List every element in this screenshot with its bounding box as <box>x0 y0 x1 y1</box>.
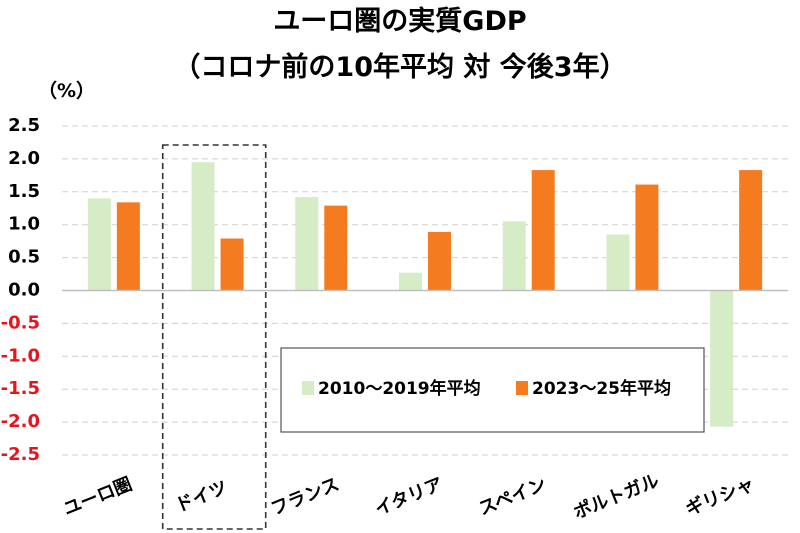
y-tick-label: -1.5 <box>1 378 40 399</box>
bar-pre-covid <box>87 198 111 291</box>
bar-forecast <box>635 184 659 291</box>
bar-forecast <box>220 238 244 291</box>
bar-pre-covid <box>502 221 526 291</box>
y-tick-label: 1.5 <box>8 181 40 202</box>
bar-pre-covid <box>295 197 319 291</box>
highlight-box-germany <box>161 144 267 530</box>
bar-pre-covid <box>399 272 422 291</box>
y-tick-label: -0.5 <box>1 312 40 333</box>
y-axis-unit: （%） <box>38 80 96 102</box>
bar-forecast <box>324 205 348 291</box>
bar-pre-covid <box>191 162 215 291</box>
y-tick-label: 1.0 <box>8 214 40 235</box>
x-tick-label: ポルトガル <box>570 469 662 523</box>
chart-title-line2: （コロナ前の10年平均 対 今後3年） <box>173 52 627 83</box>
bar-forecast <box>116 202 140 291</box>
legend-label: 2023～25年平均 <box>532 378 671 399</box>
y-tick-label: -1.0 <box>1 345 40 366</box>
x-tick-label: ユーロ圏 <box>60 474 135 520</box>
y-tick-label: -2.5 <box>1 444 40 465</box>
y-tick-label: -2.0 <box>1 411 40 432</box>
bar-forecast <box>428 231 451 291</box>
x-tick-label: ドイツ <box>173 477 231 517</box>
x-tick-label: スペイン <box>476 474 549 520</box>
bar-forecast <box>739 170 763 291</box>
legend-swatch <box>516 381 528 395</box>
legend-swatch <box>302 381 314 395</box>
legend-box <box>280 347 705 433</box>
chart-title-line1: ユーロ圏の実質GDP <box>273 6 527 37</box>
bar-pre-covid <box>606 234 630 291</box>
y-tick-label: 0.0 <box>8 280 40 301</box>
x-tick-label: ギリシャ <box>683 474 758 520</box>
bar-forecast <box>531 170 555 291</box>
y-tick-label: 0.5 <box>8 247 40 268</box>
bar-pre-covid <box>710 290 734 427</box>
x-tick-label: フランス <box>268 474 342 520</box>
y-tick-label: 2.5 <box>8 115 40 136</box>
x-tick-label: イタリア <box>372 474 446 520</box>
y-tick-label: 2.0 <box>8 148 40 169</box>
legend-label: 2010～2019年平均 <box>318 378 481 399</box>
